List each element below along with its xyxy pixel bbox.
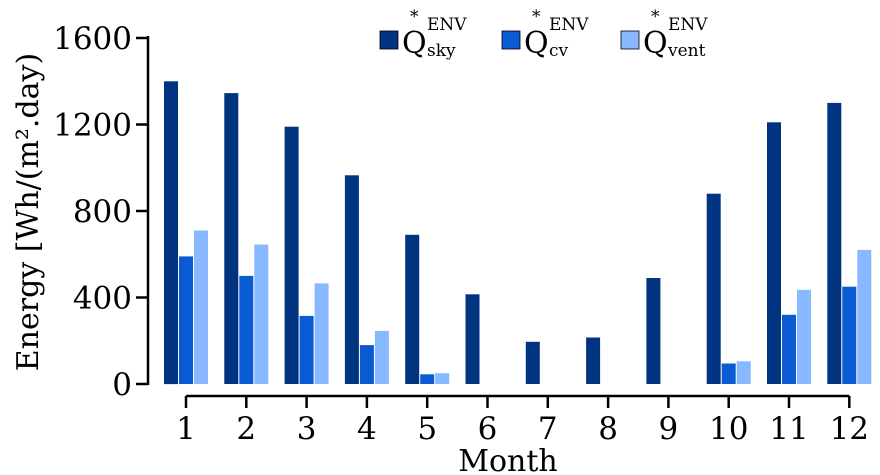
bar-sky-10 <box>706 193 721 384</box>
x-tick-label: 4 <box>357 411 377 447</box>
legend-subscript: vent <box>667 41 706 61</box>
x-tick-label: 6 <box>478 411 498 447</box>
bar-cv-3 <box>299 315 314 384</box>
bar-sky-4 <box>344 175 359 384</box>
x-tick-label: 3 <box>297 411 317 447</box>
legend-symbol: Q <box>402 26 427 61</box>
bar-sky-3 <box>284 126 299 384</box>
x-tick-label: 12 <box>830 411 869 447</box>
y-tick-label: 1200 <box>53 108 132 144</box>
x-tick-label: 7 <box>538 411 558 447</box>
bar-sky-9 <box>646 278 661 384</box>
legend-mark: * <box>532 7 541 27</box>
y-tick-label: 800 <box>73 194 132 230</box>
x-tick-label: 10 <box>709 411 748 447</box>
legend-mark: * <box>651 7 660 27</box>
y-tick-label: 400 <box>73 281 132 317</box>
bar-vent-1 <box>194 230 208 384</box>
bar-cv-5 <box>420 374 435 384</box>
legend-superscript: ENV <box>549 15 589 35</box>
bar-vent-4 <box>374 331 389 384</box>
bar-sky-5 <box>405 234 420 384</box>
legend-mark: * <box>410 7 419 27</box>
x-tick-label: 9 <box>659 411 679 447</box>
y-axis: 0 400 800 1200 1600 <box>53 21 150 403</box>
bars-group <box>164 81 872 385</box>
legend-swatch <box>501 30 521 50</box>
bar-cv-2 <box>239 275 254 384</box>
legend-subscript: cv <box>549 41 569 61</box>
bar-cv-1 <box>179 256 193 384</box>
bar-vent-12 <box>857 249 872 384</box>
legend-superscript: ENV <box>668 15 708 35</box>
bar-cv-11 <box>782 314 796 384</box>
legend-subscript: sky <box>427 41 456 61</box>
legend-superscript: ENV <box>427 15 467 35</box>
legend-item-cv: Q* ENV cv <box>501 7 589 61</box>
y-tick-label: 1600 <box>53 21 132 57</box>
legend-swatch <box>379 30 399 50</box>
legend-item-vent: Q* ENV vent <box>620 7 708 61</box>
x-tick-label: 2 <box>236 411 256 447</box>
bar-sky-12 <box>827 102 842 385</box>
bar-sky-1 <box>164 81 178 385</box>
x-tick-label: 8 <box>598 411 618 447</box>
legend-symbol: Q <box>643 26 668 61</box>
bar-sky-6 <box>465 294 480 384</box>
y-axis-title: Energy [Wh/(m².day) <box>11 53 46 371</box>
y-tick-label: 0 <box>112 367 132 403</box>
x-tick-label: 11 <box>769 411 808 447</box>
bar-sky-2 <box>224 93 239 384</box>
legend-swatch <box>620 30 640 50</box>
bar-cv-12 <box>842 286 857 384</box>
bar-cv-10 <box>721 363 736 384</box>
bar-vent-10 <box>736 361 751 384</box>
bar-sky-7 <box>525 341 540 384</box>
bar-vent-3 <box>314 283 329 384</box>
bar-sky-8 <box>586 337 601 384</box>
bar-cv-4 <box>359 345 374 384</box>
bar-sky-11 <box>767 122 781 385</box>
x-axis-title: Month <box>458 444 557 475</box>
bar-vent-11 <box>797 289 811 384</box>
x-tick-label: 5 <box>417 411 437 447</box>
bar-vent-2 <box>254 244 269 384</box>
x-axis: 1 2 3 4 5 6 7 8 9 10 11 12 <box>176 394 869 447</box>
bar-vent-5 <box>435 373 450 384</box>
x-tick-label: 1 <box>176 411 196 447</box>
legend-symbol: Q <box>524 26 549 61</box>
legend-item-sky: Q* ENV sky <box>379 7 467 61</box>
